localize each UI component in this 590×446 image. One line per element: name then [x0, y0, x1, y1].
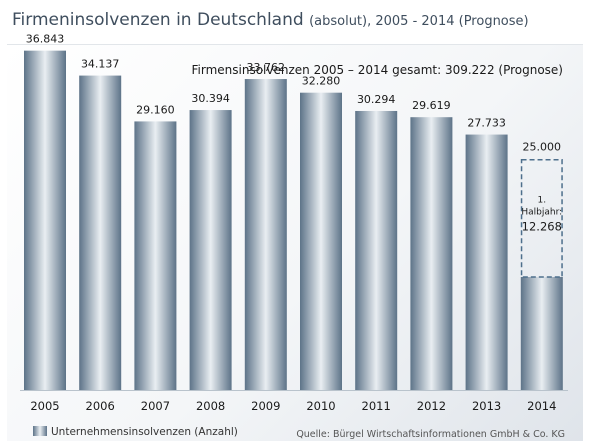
value-label-2009: 33.762	[247, 61, 286, 74]
x-tick-2005: 2005	[30, 399, 59, 413]
title-bar: Firmeninsolvenzen in Deutschland (absolu…	[0, 0, 590, 44]
value-label-2006: 34.137	[81, 58, 120, 71]
bar-2008	[189, 110, 232, 390]
x-tick-2013: 2013	[472, 399, 501, 413]
value-label-2010: 32.280	[302, 75, 341, 88]
value-label-2011: 30.294	[357, 93, 396, 106]
bar-2013	[465, 134, 508, 390]
value-label-2013: 27.733	[467, 117, 506, 130]
bar-2007	[134, 121, 177, 390]
x-tick-2012: 2012	[417, 399, 446, 413]
x-tick-2010: 2010	[306, 399, 335, 413]
legend-swatch	[33, 426, 47, 436]
forecast-label-line1: 1.	[538, 195, 547, 205]
value-label-2012: 29.619	[412, 99, 451, 112]
x-tick-2006: 2006	[86, 399, 115, 413]
value-label-2005: 36.843	[26, 33, 65, 46]
chart-title: Firmeninsolvenzen in Deutschland (absolu…	[12, 10, 529, 30]
chart-legend: Unternehmensinsolvenzen (Anzahl)	[33, 426, 238, 438]
bar-2005	[24, 50, 66, 390]
bar-2011	[355, 110, 398, 390]
chart-title-main: Firmeninsolvenzen in Deutschland	[12, 10, 304, 30]
x-tick-2014: 2014	[527, 399, 556, 413]
legend-label: Unternehmensinsolvenzen (Anzahl)	[51, 426, 238, 438]
forecast-actual-value: 12.268	[522, 219, 562, 233]
bar-2009	[244, 79, 287, 390]
forecast-label-line2: Halbjahr:	[521, 207, 562, 217]
value-label-2014: 25.000	[523, 141, 562, 154]
value-label-2008: 30.394	[191, 92, 230, 105]
chart-subtitle: Firmensinsolvenzen 2005 – 2014 gesamt: 3…	[191, 63, 564, 77]
bar-2006	[79, 75, 122, 390]
chart-title-suffix: (absolut), 2005 - 2014 (Prognose)	[309, 14, 529, 29]
bar-2012	[410, 117, 453, 390]
bar-2010	[300, 92, 342, 391]
x-tick-2007: 2007	[141, 399, 170, 413]
bar-2014-forecast-box	[520, 158, 563, 278]
bar-2014-actual	[520, 277, 563, 390]
source-note: Quelle: Bürgel Wirtschaftsinformationen …	[296, 429, 565, 440]
x-tick-2011: 2011	[362, 399, 391, 413]
x-tick-2008: 2008	[196, 399, 225, 413]
x-tick-2009: 2009	[251, 399, 280, 413]
value-label-2007: 29.160	[136, 103, 175, 116]
